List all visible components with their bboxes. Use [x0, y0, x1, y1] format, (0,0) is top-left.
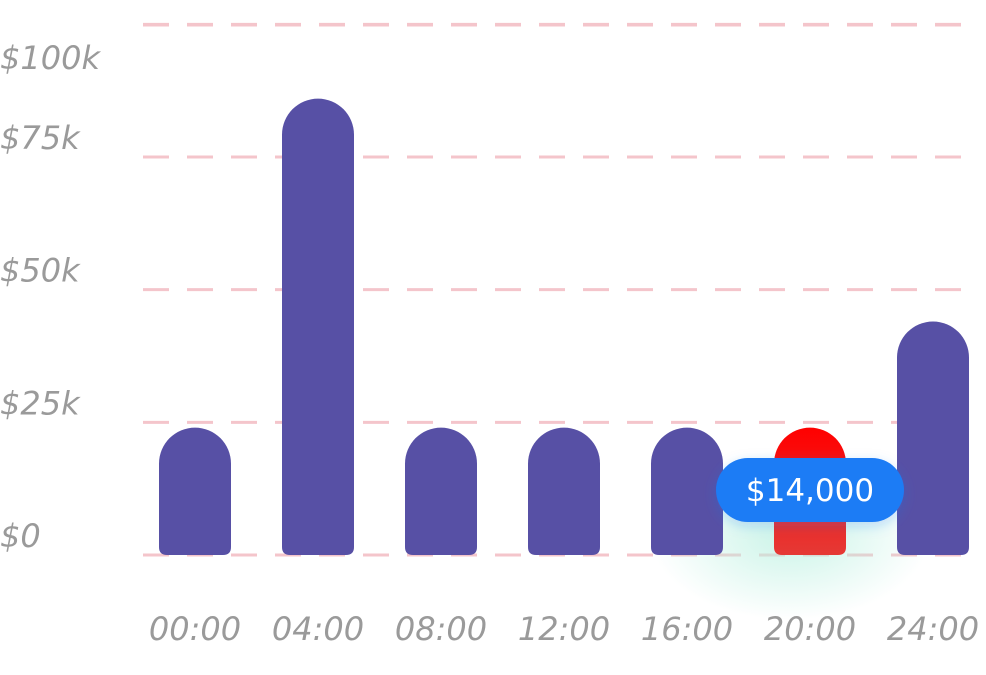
bar: [405, 427, 477, 555]
x-tick-label: 16:00: [641, 610, 733, 648]
y-tick-label: $50k: [0, 252, 81, 290]
bar: [528, 427, 600, 555]
tooltip-value: $14,000: [746, 473, 874, 509]
y-tick-label: $100k: [0, 39, 101, 77]
bar: [282, 98, 354, 555]
y-tick-label: $0: [0, 517, 41, 555]
y-tick-label: $75k: [0, 119, 81, 157]
x-tick-label: 24:00: [887, 610, 979, 648]
x-tick-label: 04:00: [272, 610, 364, 648]
x-tick-label: 12:00: [518, 610, 610, 648]
tooltip-pill: [716, 458, 904, 522]
tooltip: $14,000: [716, 458, 904, 522]
y-axis-labels: $0 $25k $50k $75k $100k: [0, 39, 101, 555]
x-tick-label: 00:00: [149, 610, 241, 648]
bars: [159, 98, 969, 555]
bar: [651, 427, 723, 555]
x-tick-label: 08:00: [395, 610, 487, 648]
x-axis-labels: 00:00 04:00 08:00 12:00 16:00 20:00 24:00: [149, 610, 979, 648]
x-tick-label: 20:00: [764, 610, 856, 648]
bar: [159, 427, 231, 555]
bar: [897, 321, 969, 555]
y-tick-label: $25k: [0, 384, 81, 422]
